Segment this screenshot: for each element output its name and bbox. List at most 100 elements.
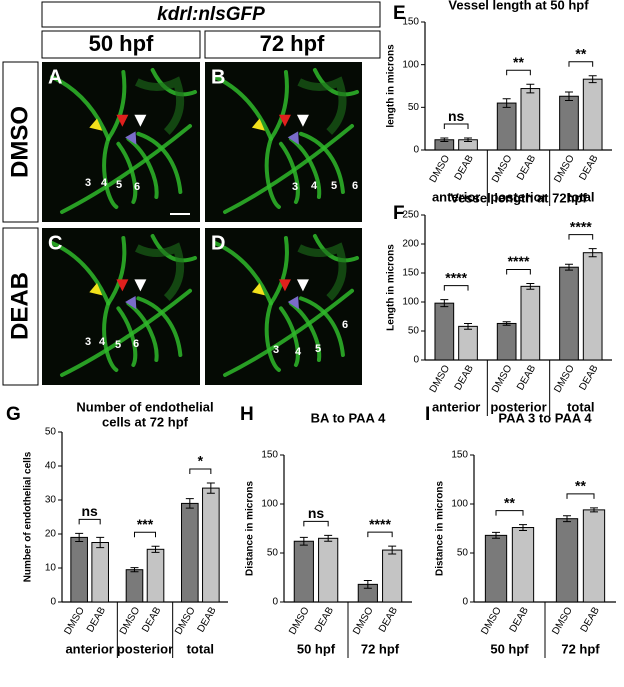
panel-letter: H bbox=[240, 404, 254, 425]
bar bbox=[520, 285, 541, 361]
error-bar bbox=[502, 321, 511, 326]
y-tick-label: 100 bbox=[402, 59, 419, 70]
y-tick-label: 50 bbox=[457, 548, 469, 559]
arch-label: 4 bbox=[101, 177, 108, 189]
y-tick-label: 10 bbox=[45, 563, 57, 574]
error-bar bbox=[440, 137, 449, 142]
bar bbox=[382, 549, 403, 603]
bar bbox=[146, 548, 165, 603]
sig-bracket bbox=[303, 520, 329, 527]
x-tick-label: DEAB bbox=[377, 605, 400, 634]
bar bbox=[496, 322, 517, 361]
arch-label: 6 bbox=[133, 338, 139, 350]
error-bar bbox=[589, 507, 598, 513]
arch-label: 5 bbox=[115, 339, 121, 351]
y-axis-label: Number of endothelial cells bbox=[23, 451, 34, 582]
vessel bbox=[223, 288, 354, 377]
arrowhead bbox=[287, 295, 299, 310]
sig-bracket bbox=[568, 234, 594, 240]
error-bar bbox=[492, 531, 501, 539]
group-label: anterior bbox=[432, 189, 480, 204]
bar bbox=[318, 537, 339, 603]
x-tick-label: DEAB bbox=[515, 153, 538, 182]
bar bbox=[582, 509, 606, 603]
error-bar bbox=[206, 482, 215, 494]
vessels bbox=[50, 234, 197, 377]
row-label: DEAB bbox=[6, 272, 33, 340]
group-label: posterior bbox=[490, 189, 546, 204]
chart-title: Vessel length at 50 hpf bbox=[448, 0, 589, 12]
y-axis-label: Length in microns bbox=[386, 244, 397, 331]
x-tick-label: DEAB bbox=[453, 153, 476, 182]
panel-label: D bbox=[211, 232, 225, 254]
bar bbox=[181, 502, 199, 603]
panel-label: A bbox=[48, 66, 62, 88]
chart-title: Number of endothelial bbox=[76, 399, 213, 414]
sig-bracket bbox=[443, 123, 469, 130]
x-tick-label: DEAB bbox=[508, 605, 531, 634]
y-tick-label: 50 bbox=[267, 548, 279, 559]
y-tick-label: 50 bbox=[408, 102, 420, 113]
x-tick-label: DEAB bbox=[579, 605, 602, 634]
arrowhead bbox=[296, 114, 309, 127]
x-tick-label: DMSO bbox=[550, 605, 575, 637]
sig-label: ns bbox=[308, 505, 325, 521]
error-bar bbox=[130, 567, 139, 573]
x-tick-label: DEAB bbox=[140, 605, 163, 634]
x-tick-label: DMSO bbox=[552, 153, 577, 185]
error-bar bbox=[564, 263, 573, 271]
chart-title: Vessel length at 72hpf bbox=[450, 190, 587, 205]
x-tick-label: DEAB bbox=[515, 363, 538, 392]
y-tick-label: 40 bbox=[45, 461, 57, 472]
chart-title: PAA 3 to PAA 4 bbox=[498, 410, 592, 425]
sig-label: ** bbox=[575, 478, 586, 494]
y-tick-label: 20 bbox=[45, 529, 57, 540]
y-tick-label: 150 bbox=[261, 450, 278, 461]
bar bbox=[202, 487, 220, 603]
x-tick-label: DMSO bbox=[173, 605, 198, 637]
bar bbox=[434, 302, 455, 361]
vessel bbox=[268, 236, 289, 306]
sig-bracket bbox=[367, 531, 393, 538]
bar bbox=[511, 527, 535, 603]
error-bar bbox=[588, 248, 597, 258]
arrowhead bbox=[125, 295, 137, 310]
x-tick-label: DMSO bbox=[287, 605, 312, 637]
bar bbox=[559, 95, 579, 151]
y-tick-label: 30 bbox=[45, 495, 57, 506]
sig-bracket bbox=[78, 518, 101, 525]
y-tick-label: 250 bbox=[402, 210, 419, 221]
sig-label: ns bbox=[81, 503, 98, 519]
sig-bracket bbox=[506, 69, 531, 76]
sig-label: ** bbox=[513, 54, 524, 70]
bar bbox=[582, 78, 603, 151]
vessel-haze bbox=[297, 76, 347, 135]
sig-bracket bbox=[506, 268, 531, 275]
vessel bbox=[136, 296, 183, 357]
y-tick-label: 100 bbox=[402, 297, 419, 308]
arrowhead bbox=[278, 279, 291, 292]
vessel bbox=[50, 241, 111, 306]
panel-letter: G bbox=[6, 404, 21, 425]
vessel bbox=[106, 236, 127, 306]
x-tick-label: DMSO bbox=[490, 153, 515, 185]
arch-label: 6 bbox=[352, 180, 358, 192]
header-box bbox=[41, 1, 381, 28]
vessel bbox=[213, 241, 273, 306]
error-bar bbox=[563, 515, 572, 523]
x-tick-label: DEAB bbox=[85, 605, 108, 634]
vessel bbox=[298, 296, 345, 357]
error-bar bbox=[388, 545, 397, 555]
panel-letter: I bbox=[425, 404, 430, 425]
chart-title: BA to PAA 4 bbox=[311, 410, 386, 425]
y-tick-label: 0 bbox=[413, 145, 419, 156]
sig-label: **** bbox=[369, 516, 391, 532]
vessel-haze bbox=[135, 76, 185, 135]
x-tick-label: DEAB bbox=[577, 153, 600, 182]
x-tick-label: DMSO bbox=[479, 605, 504, 637]
y-tick-label: 150 bbox=[451, 450, 468, 461]
row-box bbox=[2, 227, 39, 386]
panel-label: B bbox=[211, 66, 225, 88]
x-tick-label: DMSO bbox=[351, 605, 376, 637]
arch-label: 6 bbox=[342, 319, 348, 331]
